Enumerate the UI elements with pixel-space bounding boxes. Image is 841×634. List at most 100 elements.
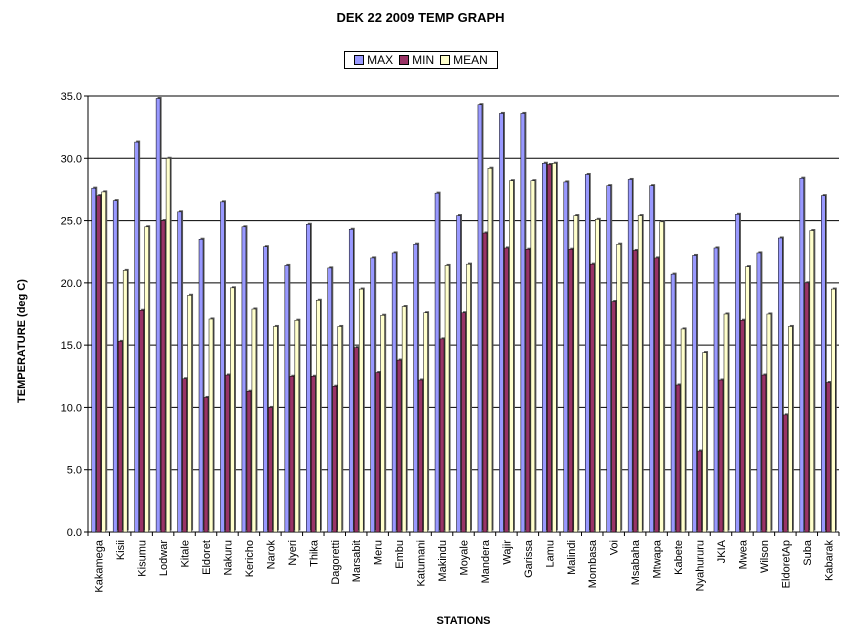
- bar-max: [348, 229, 354, 533]
- bar-max: [284, 265, 290, 533]
- y-tick-label: 15.0: [61, 340, 82, 352]
- x-tick-label: Meru: [373, 540, 385, 565]
- bar-min: [439, 338, 445, 533]
- bar-min: [117, 341, 123, 533]
- bar-mean: [423, 312, 428, 533]
- x-tick-label: Marsabit: [351, 540, 363, 582]
- bar-mean: [316, 300, 321, 533]
- bar-max: [198, 239, 204, 533]
- bar-mean: [273, 326, 278, 533]
- legend: MAX MIN MEAN: [344, 51, 498, 69]
- legend-item-max: MAX: [354, 53, 393, 67]
- bar-max: [756, 252, 762, 533]
- x-tick-label: Kisumu: [137, 540, 149, 577]
- bar-mean: [251, 308, 257, 533]
- bar-mean: [680, 328, 686, 533]
- bar-mean: [380, 314, 385, 533]
- bar-max: [220, 201, 225, 533]
- bar-mean: [165, 158, 171, 533]
- bar-min: [826, 382, 831, 533]
- x-tick-label: Kitale: [180, 540, 192, 568]
- bar-min: [504, 247, 509, 533]
- x-tick-label: Dagoretti: [330, 540, 342, 585]
- bar-max: [799, 177, 805, 533]
- y-tick-label: 30.0: [61, 153, 82, 165]
- bar-min: [461, 312, 466, 533]
- bar-mean: [637, 215, 643, 533]
- bar-mean: [144, 226, 149, 533]
- y-tick-label: 5.0: [67, 465, 82, 477]
- x-tick-label: Katumani: [416, 540, 428, 586]
- x-tick-label: Kakamega: [94, 539, 106, 592]
- bar-min: [632, 250, 638, 533]
- bar-min: [182, 378, 187, 533]
- legend-swatch-mean: [440, 55, 451, 65]
- x-tick-label: Nyeri: [287, 540, 299, 566]
- bar-max: [584, 174, 590, 533]
- bar-max: [263, 246, 268, 533]
- x-tick-label: Wilson: [759, 540, 771, 573]
- bar-mean: [337, 326, 343, 533]
- bar-min: [246, 390, 252, 533]
- x-tick-label: Voi: [609, 540, 621, 555]
- x-tick-label: Lamu: [544, 540, 556, 568]
- bar-min: [332, 386, 338, 533]
- bar-min: [268, 407, 273, 533]
- bar-mean: [358, 288, 364, 533]
- bar-min: [311, 376, 316, 533]
- bar-max: [112, 200, 118, 533]
- bar-min: [675, 384, 681, 533]
- legend-item-min: MIN: [399, 53, 434, 67]
- bar-mean: [122, 270, 128, 533]
- bar-mean: [831, 288, 836, 533]
- bar-mean: [659, 221, 664, 533]
- legend-swatch-min: [399, 55, 410, 65]
- bar-min: [547, 164, 552, 533]
- bar-mean: [208, 318, 214, 533]
- bar-min: [697, 450, 702, 533]
- x-tick-label: Kabete: [673, 540, 685, 575]
- chart-title: DEK 22 2009 TEMP GRAPH: [336, 10, 505, 25]
- x-tick-label: Malindi: [566, 540, 578, 575]
- x-tick-label: Kericho: [244, 540, 256, 577]
- bar-mean: [294, 319, 300, 533]
- bar-min: [225, 374, 230, 533]
- bar-max: [91, 187, 96, 533]
- bar-min: [740, 319, 745, 533]
- legend-label-min: MIN: [412, 53, 435, 67]
- bar-mean: [230, 287, 235, 533]
- bar-mean: [594, 219, 600, 533]
- x-tick-label: Moyale: [459, 540, 471, 575]
- bar-mean: [101, 191, 106, 533]
- bar-min: [353, 347, 359, 533]
- bar-max: [306, 224, 311, 533]
- bar-mean: [530, 180, 536, 533]
- x-tick-label: Mtwapa: [652, 539, 664, 578]
- bar-mean: [616, 243, 621, 533]
- bar-max: [563, 181, 569, 533]
- x-tick-label: Kisii: [115, 540, 127, 560]
- bar-max: [606, 185, 611, 533]
- bar-min: [139, 310, 144, 533]
- bar-min: [482, 232, 488, 533]
- bar-min: [289, 376, 295, 533]
- bar-max: [821, 195, 826, 533]
- bar-max: [134, 141, 139, 533]
- x-tick-label: Lodwar: [158, 540, 170, 576]
- legend-label-mean: MEAN: [453, 53, 488, 67]
- x-tick-label: Mwea: [737, 539, 749, 569]
- x-tick-label: Wajir: [501, 540, 513, 565]
- bar-min: [761, 374, 767, 533]
- bar-mean: [187, 295, 192, 533]
- bar-mean: [702, 352, 707, 533]
- bar-min: [418, 379, 423, 533]
- bar-max: [692, 255, 697, 533]
- bar-max: [735, 214, 740, 533]
- bar-min: [160, 220, 166, 533]
- bar-min: [525, 248, 531, 533]
- x-tick-label: Nakuru: [222, 540, 234, 575]
- y-tick-label: 25.0: [61, 216, 82, 228]
- legend-swatch-max: [354, 55, 365, 65]
- bar-max: [155, 98, 161, 533]
